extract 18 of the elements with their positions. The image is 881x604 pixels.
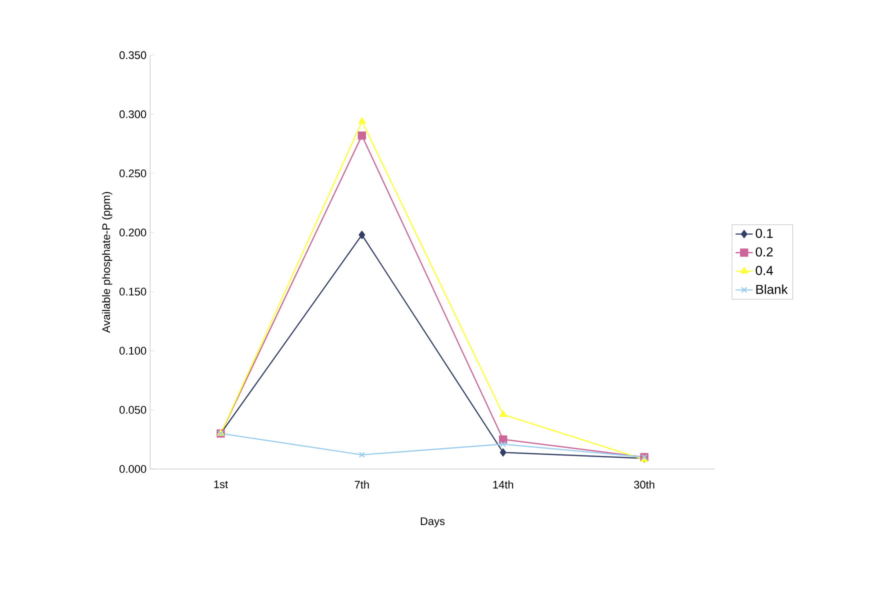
y-tick-label: 0.350 [120,51,146,60]
x-tick-label: 7th [354,480,369,488]
y-tick-label: 0.200 [120,228,146,236]
y-tick-label: 0.000 [120,465,146,473]
y-tick-label: 0.300 [120,110,146,118]
legend-label: 0.1 [756,228,773,238]
x-tick-label: 14th [493,480,514,488]
legend-label: Blank [756,284,788,294]
x-axis-title: Days [420,517,445,528]
legend-label: 0.2 [756,247,773,256]
x-tick-label: 1st [214,480,228,488]
y-tick-label: 0.250 [120,169,146,178]
x-tick-label: 30th [634,480,654,489]
y-tick-label: 0.150 [120,288,146,296]
y-axis-title: Available phosphate-P (ppm) [102,192,112,333]
legend-label: 0.4 [756,266,773,276]
y-tick-label: 0.100 [120,346,146,355]
y-tick-label: 0.050 [120,406,146,414]
